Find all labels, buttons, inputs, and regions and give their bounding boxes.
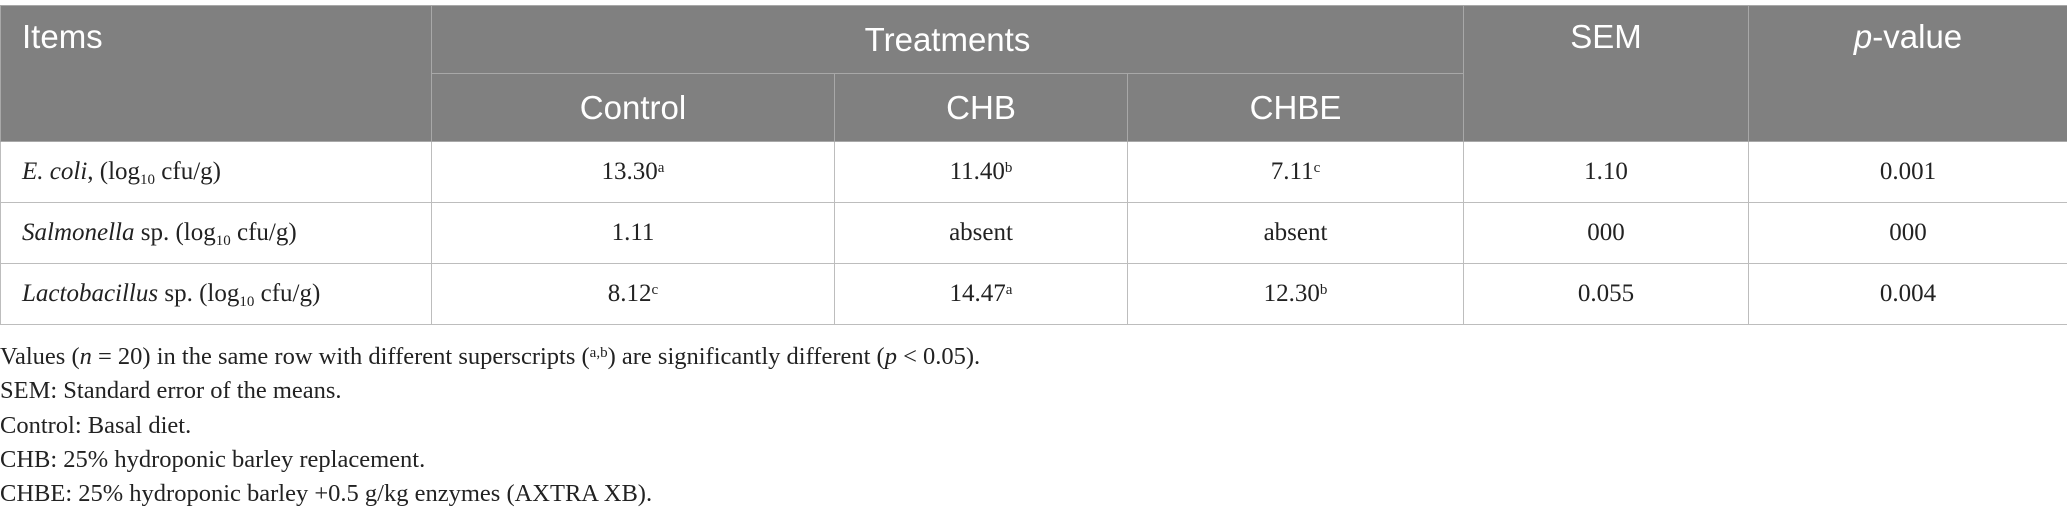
value-cell: 8.12c — [431, 263, 835, 325]
value-cell: 000 — [1748, 202, 2067, 264]
value-cell: 11.40b — [834, 141, 1128, 203]
cell-text: 1.11 — [611, 219, 655, 246]
text: Values ( — [0, 343, 80, 370]
data-table: Items Treatments SEM p-value Control CHB… — [0, 5, 2067, 325]
value-cell: 1.11 — [431, 202, 835, 264]
footnotes: Values (n = 20) in the same row with dif… — [0, 340, 980, 511]
cell-text: 000 — [1587, 219, 1625, 246]
value-cell: 0.004 — [1748, 263, 2067, 325]
superscript: c — [1313, 160, 1321, 176]
header-cell: p-value — [1748, 5, 2067, 142]
item-cell: Lactobacillus sp. (log10 cfu/g) — [0, 263, 432, 325]
header-cell: CHB — [834, 73, 1128, 142]
cell-text: 7.11 — [1270, 158, 1314, 185]
text: cfu/g) — [230, 219, 297, 246]
value-cell: absent — [834, 202, 1128, 264]
value-cell: 14.47a — [834, 263, 1128, 325]
footnote: Values (n = 20) in the same row with dif… — [0, 340, 980, 374]
subscript: 10 — [140, 172, 156, 188]
value-cell: 0.055 — [1463, 263, 1750, 325]
header-cell: CHBE — [1126, 73, 1465, 142]
text: cfu/g) — [155, 158, 221, 185]
cell-text: 12.30 — [1263, 280, 1320, 307]
text: = 20) in the same row with different sup… — [91, 343, 590, 370]
value-cell: absent — [1126, 202, 1465, 264]
value-cell: 000 — [1463, 202, 1750, 264]
cell-text: 0.055 — [1577, 280, 1635, 307]
table-body: E. coli, (log10 cfu/g) 13.30a 11.40b 7.11c 1… — [0, 141, 2067, 325]
superscript: a — [1005, 282, 1013, 298]
text: -value — [1872, 18, 1963, 55]
value-cell: 1.10 — [1463, 141, 1750, 203]
italic-text: n — [79, 343, 92, 370]
item-name: Salmonella — [22, 219, 135, 246]
value-cell: 0.001 — [1748, 141, 2067, 203]
footnote: CHB: 25% hydroponic barley replacement. — [0, 445, 426, 473]
cell-text: 11.40 — [949, 158, 1005, 185]
item-name: Lactobacillus — [22, 280, 159, 307]
footnote: SEM: Standard error of the means. — [0, 377, 342, 405]
subscript: 10 — [215, 233, 231, 249]
header-cell: Treatments — [430, 5, 1465, 74]
italic-text: p — [884, 343, 897, 370]
text: sp. (log — [158, 280, 240, 307]
value-cell: 12.30b — [1126, 263, 1465, 325]
text: cfu/g) — [254, 280, 321, 307]
header-cell: Items — [0, 5, 432, 142]
item-cell: Salmonella sp. (log10 cfu/g) — [0, 202, 432, 264]
superscript: b — [1319, 282, 1328, 298]
cell-text: 8.12 — [607, 280, 652, 307]
table-row: E. coli, (log10 cfu/g) 13.30a 11.40b 7.11c 1… — [0, 141, 2067, 203]
item-name: E. coli — [22, 158, 88, 185]
cell-text: absent — [949, 219, 1013, 246]
cell-text: 0.001 — [1879, 158, 1937, 185]
footnote: Control: Basal diet. — [0, 411, 192, 439]
table-row: Salmonella sp. (log10 cfu/g) 1.11 absent ab… — [0, 202, 2067, 264]
footnote: CHBE: 25% hydroponic barley +0.5 g/kg en… — [0, 480, 653, 508]
header-cell: SEM — [1463, 5, 1750, 142]
value-cell: 7.11c — [1126, 141, 1465, 203]
header-cell: Control — [431, 73, 835, 142]
superscript: a,b — [589, 345, 608, 361]
text: < 0.05). — [896, 343, 981, 370]
header-row: Control CHB CHBE — [1, 73, 2067, 142]
cell-text: 14.47 — [949, 280, 1006, 307]
text: , (log — [87, 158, 141, 185]
italic-text: p — [1853, 18, 1873, 55]
subscript: 10 — [239, 294, 255, 310]
item-cell: E. coli, (log10 cfu/g) — [0, 141, 432, 203]
cell-text: 1.10 — [1584, 158, 1628, 185]
text: ) are significantly different ( — [607, 343, 885, 370]
superscript: c — [651, 282, 659, 298]
table-row: Lactobacillus sp. (log10 cfu/g) 8.12c 14.4… — [0, 263, 2067, 325]
superscript: a — [657, 160, 665, 176]
superscript: b — [1004, 160, 1013, 176]
cell-text: 0.004 — [1879, 280, 1937, 307]
cell-text: absent — [1263, 219, 1328, 246]
cell-text: 13.30 — [601, 158, 658, 185]
text: sp. (log — [134, 219, 216, 246]
value-cell: 13.30a — [431, 141, 835, 203]
cell-text: 000 — [1889, 219, 1927, 246]
header-row: Items Treatments SEM p-value — [0, 5, 2067, 142]
